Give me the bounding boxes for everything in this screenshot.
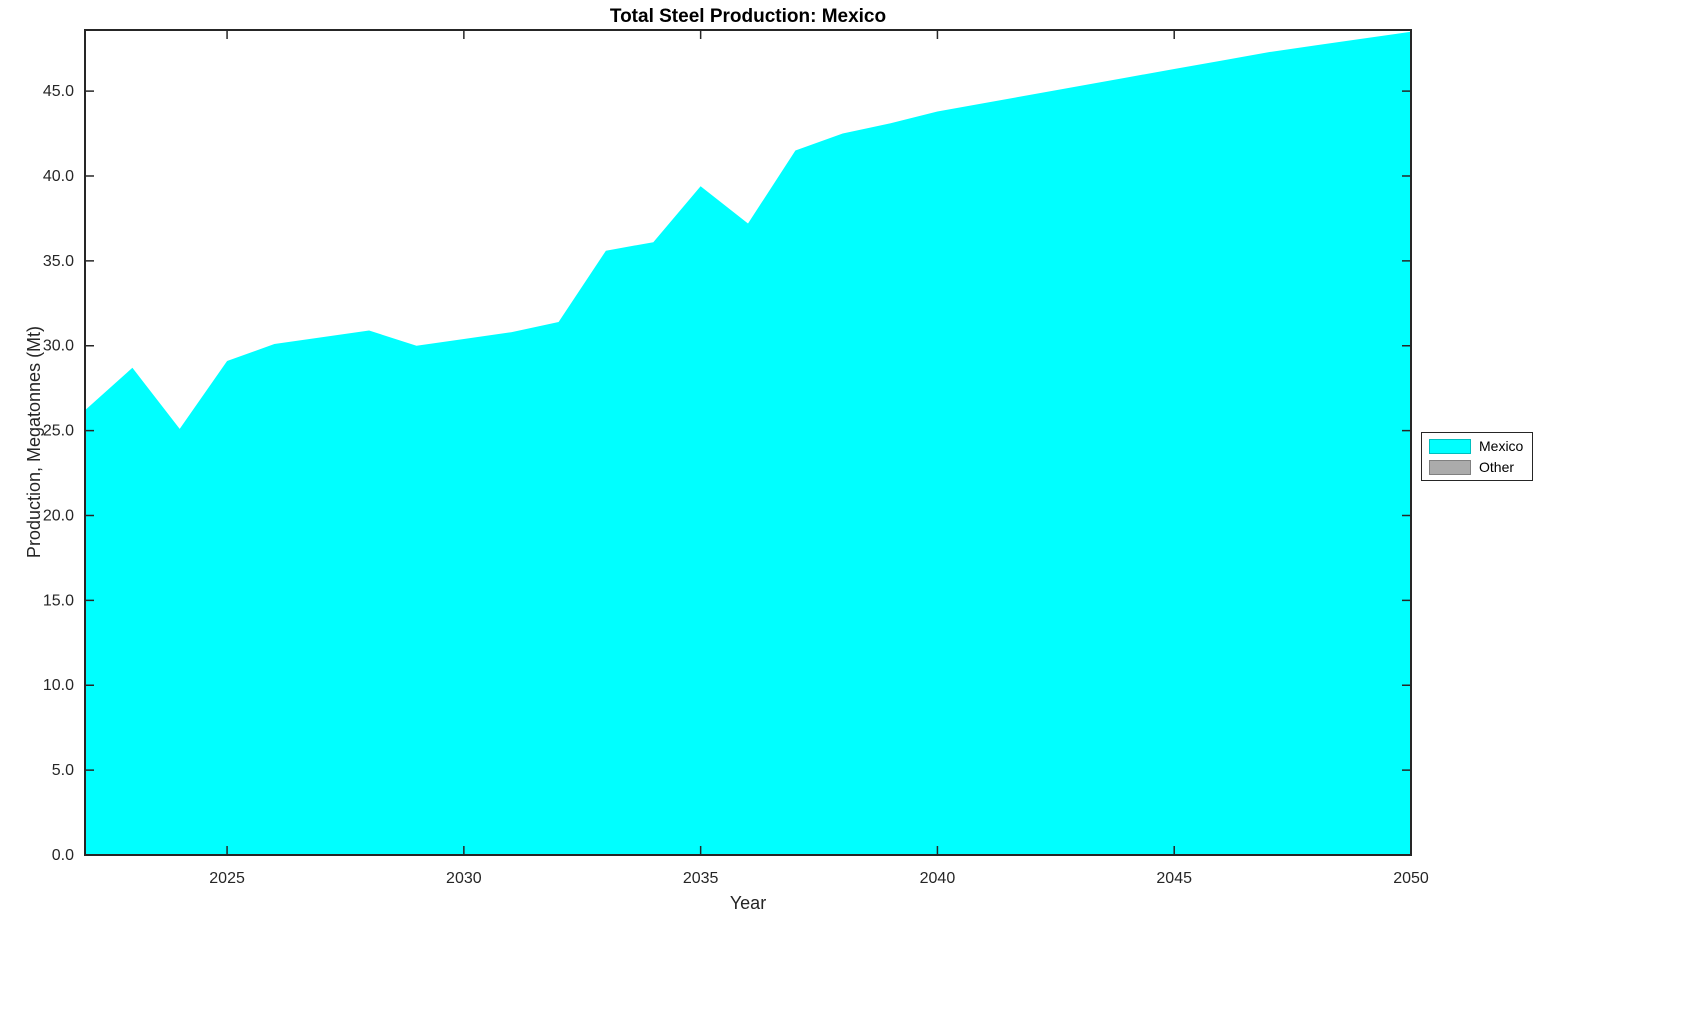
svg-text:2045: 2045 <box>1156 870 1192 887</box>
legend-swatch-mexico <box>1429 438 1471 454</box>
svg-text:2025: 2025 <box>209 870 245 887</box>
legend-item-mexico: Mexico <box>1429 438 1523 454</box>
svg-text:10.0: 10.0 <box>43 677 74 694</box>
svg-text:2030: 2030 <box>446 870 482 887</box>
svg-text:40.0: 40.0 <box>43 168 74 185</box>
legend: Mexico Other <box>1421 432 1534 481</box>
svg-text:0.0: 0.0 <box>52 847 74 864</box>
legend-label-mexico: Mexico <box>1479 438 1524 454</box>
svg-text:2035: 2035 <box>683 870 719 887</box>
svg-text:25.0: 25.0 <box>43 423 74 440</box>
svg-text:30.0: 30.0 <box>43 338 74 355</box>
svg-text:5.0: 5.0 <box>52 762 74 779</box>
y-axis-label: Production, Megatonnes (Mt) <box>24 325 44 559</box>
svg-text:15.0: 15.0 <box>43 592 74 609</box>
svg-text:35.0: 35.0 <box>43 253 74 270</box>
svg-text:2050: 2050 <box>1393 870 1429 887</box>
x-axis-label: Year <box>729 893 767 913</box>
legend-item-other: Other <box>1429 459 1523 475</box>
svg-text:20.0: 20.0 <box>43 507 74 524</box>
chart-title: Total Steel Production: Mexico <box>609 6 887 27</box>
svg-text:2040: 2040 <box>920 870 956 887</box>
legend-swatch-other <box>1429 459 1471 475</box>
legend-label-other: Other <box>1479 459 1515 475</box>
svg-text:45.0: 45.0 <box>43 83 74 100</box>
